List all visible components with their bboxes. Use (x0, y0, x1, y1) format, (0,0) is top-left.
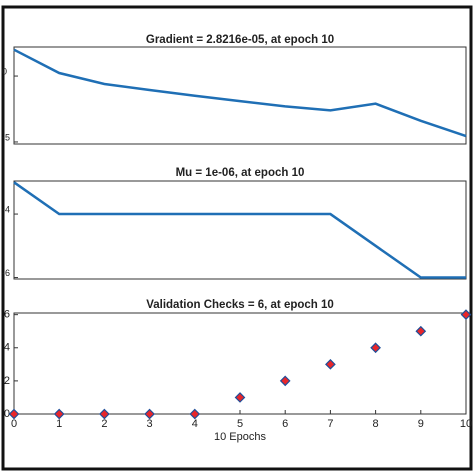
marker (144, 408, 155, 420)
subplot-title: Validation Checks = 6, at epoch 10 (146, 299, 334, 311)
y-tick-label: 4 (4, 342, 10, 354)
series-line (13, 181, 466, 279)
frame (1, 5, 473, 471)
x-tick-label: 6 (282, 418, 288, 430)
y-tick-label: 6 (4, 309, 10, 321)
y-tick-label: 0 (4, 408, 10, 420)
y-tick-label: -4 (2, 204, 10, 214)
x-tick-label: 9 (418, 418, 424, 430)
marker (189, 408, 201, 420)
marker (415, 325, 427, 337)
x-tick-label: 2 (101, 418, 107, 430)
x-tick-label: 3 (147, 418, 153, 430)
marker (370, 342, 381, 354)
marker (460, 309, 472, 321)
x-tick-label: 0 (11, 418, 17, 430)
subplot-title: Mu = 1e-06, at epoch 10 (176, 167, 305, 179)
plot-area (13, 46, 467, 145)
y-tick-label: -6 (2, 268, 10, 278)
marker (53, 408, 65, 420)
x-tick-label: 8 (373, 418, 379, 430)
x-tick-label: 10 (460, 418, 472, 430)
y-tick-label: -5 (2, 132, 10, 142)
marker (8, 408, 20, 420)
x-tick-label: 7 (327, 418, 333, 430)
marker (234, 392, 246, 403)
marker (279, 375, 291, 387)
marker (325, 358, 336, 370)
series-line (13, 48, 467, 138)
subplot-title: Gradient = 2.8216e-05, at epoch 10 (146, 34, 334, 46)
marker (99, 408, 110, 420)
y-tick-label: 0 (2, 66, 7, 76)
x-tick-label: 4 (192, 418, 198, 430)
x-axis-label: 10 Epochs (214, 431, 266, 443)
y-tick-label: 2 (4, 375, 10, 387)
plot-area (13, 180, 467, 280)
x-tick-label: 5 (237, 418, 243, 430)
x-tick-label: 1 (56, 418, 62, 430)
